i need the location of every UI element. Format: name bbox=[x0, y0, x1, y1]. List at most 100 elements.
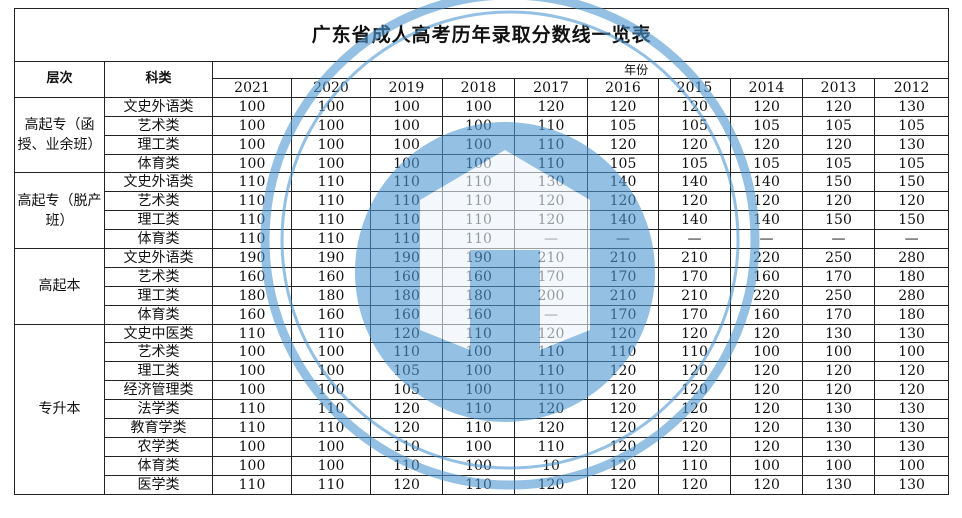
score-cell: 210 bbox=[514, 248, 588, 268]
score-cell: 120 bbox=[658, 380, 731, 401]
table-row: 高起本 文史外语类 190 190 190 190 210 210 210 220 250 280 bbox=[14, 248, 950, 325]
score-cell: 130 bbox=[873, 418, 950, 438]
year-header-2018: 2018 bbox=[442, 78, 515, 98]
score-cell: 110 bbox=[291, 474, 371, 495]
level-cell: 专升本 bbox=[14, 323, 105, 495]
level-cell: 高起专（脱产班） bbox=[14, 172, 105, 250]
category-cell: 经济管理类 bbox=[104, 380, 213, 401]
score-cell: 100 bbox=[442, 436, 515, 457]
score-cell: 120 bbox=[514, 399, 588, 420]
category-cell: 文史外语类 bbox=[104, 96, 213, 117]
score-cell: 110 bbox=[587, 342, 659, 363]
score-cell: 120 bbox=[587, 418, 659, 438]
score-cell: — bbox=[873, 229, 950, 250]
score-cell: 120 bbox=[873, 361, 950, 382]
score-cell: 100 bbox=[212, 96, 292, 117]
score-sheet: 广东省成人高考历年录取分数线一览表 层次 科类 年份 2021 2020 2019 2… bbox=[13, 8, 950, 495]
score-cell: 105 bbox=[873, 153, 950, 174]
score-cell: 120 bbox=[587, 134, 659, 155]
score-cell: 105 bbox=[873, 115, 950, 136]
score-cell: 130 bbox=[802, 323, 875, 344]
score-cell: 160 bbox=[442, 304, 515, 325]
year-header-2014: 2014 bbox=[730, 78, 803, 98]
category-cell: 教育学类 bbox=[104, 418, 213, 438]
category-cell: 艺术类 bbox=[104, 115, 213, 136]
score-cell: 120 bbox=[658, 436, 731, 457]
score-cell: 100 bbox=[442, 134, 515, 155]
score-cell: 120 bbox=[658, 96, 731, 117]
table-row: 理工类 100 100 105 100 110 120 120 120 120 120 bbox=[15, 361, 950, 382]
score-cell: — bbox=[658, 229, 731, 250]
score-cell: 130 bbox=[802, 399, 875, 420]
score-cell: 105 bbox=[802, 153, 875, 174]
score-cell: 100 bbox=[212, 455, 292, 476]
score-cell: 110 bbox=[291, 399, 371, 420]
score-cell: 140 bbox=[658, 172, 731, 193]
category-cell: 艺术类 bbox=[104, 266, 213, 287]
score-cell: — bbox=[587, 229, 659, 250]
score-cell: — bbox=[514, 304, 588, 325]
score-cell: 140 bbox=[730, 172, 803, 193]
score-cell: 110 bbox=[212, 172, 292, 193]
score-cell: 110 bbox=[370, 172, 443, 193]
score-cell: 100 bbox=[291, 115, 371, 136]
score-cell: 120 bbox=[730, 380, 803, 401]
score-cell: 120 bbox=[802, 380, 875, 401]
score-cell: 110 bbox=[514, 134, 588, 155]
score-cell: 105 bbox=[802, 115, 875, 136]
score-cell: 130 bbox=[802, 436, 875, 457]
category-cell: 医学类 bbox=[104, 474, 213, 495]
score-cell: 100 bbox=[212, 361, 292, 382]
score-cell: 150 bbox=[802, 172, 875, 193]
score-cell: 190 bbox=[212, 248, 292, 268]
score-cell: 250 bbox=[802, 285, 875, 306]
score-cell: 105 bbox=[587, 153, 659, 174]
score-cell: 220 bbox=[730, 285, 803, 306]
title-row: 广东省成人高考历年录取分数线一览表 bbox=[13, 8, 950, 62]
score-cell: 170 bbox=[587, 266, 659, 287]
score-cell: 150 bbox=[873, 210, 950, 231]
score-cell: 130 bbox=[873, 134, 950, 155]
score-cell: 105 bbox=[370, 361, 443, 382]
score-cell: 250 bbox=[802, 248, 875, 268]
score-cell: 130 bbox=[873, 96, 950, 117]
score-cell: 160 bbox=[370, 266, 443, 287]
score-cell: 210 bbox=[587, 285, 659, 306]
score-cell: 280 bbox=[873, 248, 950, 268]
score-cell: 110 bbox=[370, 436, 443, 457]
category-cell: 体育类 bbox=[104, 229, 213, 250]
score-cell: 100 bbox=[291, 455, 371, 476]
table-row: 艺术类 160 160 160 160 170 170 170 160 170 180 bbox=[15, 266, 950, 287]
score-cell: 100 bbox=[873, 342, 950, 363]
score-cell: 280 bbox=[873, 285, 950, 306]
score-cell: — bbox=[730, 229, 803, 250]
score-cell: 110 bbox=[370, 229, 443, 250]
score-cell: 110 bbox=[514, 115, 588, 136]
score-cell: 120 bbox=[658, 191, 731, 212]
table-row: 法学类 110 110 120 110 120 120 120 120 130 130 bbox=[15, 399, 950, 420]
score-cell: 160 bbox=[442, 266, 515, 287]
score-cell: 110 bbox=[212, 323, 292, 344]
score-cell: 100 bbox=[370, 115, 443, 136]
score-cell: 140 bbox=[730, 210, 803, 231]
category-cell: 法学类 bbox=[104, 399, 213, 420]
score-cell: 120 bbox=[873, 191, 950, 212]
score-cell: 110 bbox=[658, 455, 731, 476]
score-cell: 110 bbox=[291, 323, 371, 344]
score-cell: 190 bbox=[291, 248, 371, 268]
score-cell: 120 bbox=[587, 323, 659, 344]
score-cell: 130 bbox=[873, 436, 950, 457]
score-cell: 100 bbox=[212, 380, 292, 401]
score-cell: 100 bbox=[212, 436, 292, 457]
score-cell: 170 bbox=[658, 266, 731, 287]
score-cell: 180 bbox=[212, 285, 292, 306]
score-cell: 210 bbox=[658, 248, 731, 268]
table-row: 艺术类 100 100 100 100 110 105 105 105 105 105 bbox=[15, 115, 950, 136]
score-cell: 110 bbox=[212, 229, 292, 250]
score-cell: 120 bbox=[514, 418, 588, 438]
score-cell: 120 bbox=[730, 323, 803, 344]
score-cell: 120 bbox=[514, 96, 588, 117]
score-cell: 100 bbox=[212, 134, 292, 155]
score-cell: 110 bbox=[291, 191, 371, 212]
score-cell: 120 bbox=[587, 96, 659, 117]
